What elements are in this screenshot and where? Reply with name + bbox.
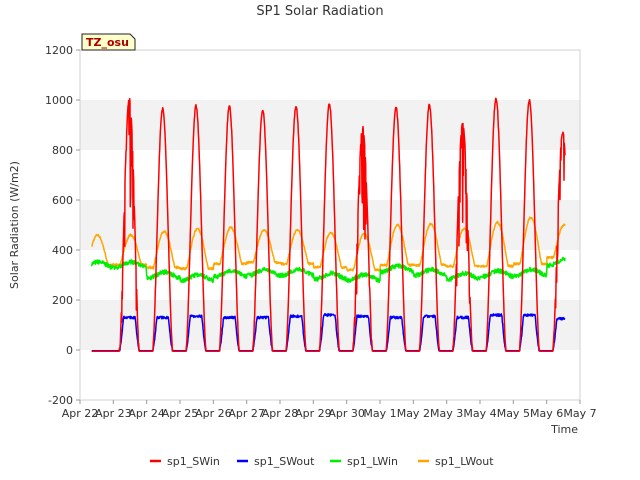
series-line-sp1_LWout (91, 216, 566, 272)
y-tick-label: 600 (52, 194, 73, 207)
x-tick-label: May 4 (463, 407, 496, 420)
grid-band (80, 300, 580, 350)
site-tag: TZ_osu (81, 33, 136, 51)
x-axis-title: Time (550, 423, 578, 436)
x-tick-label: May 6 (530, 407, 563, 420)
legend: sp1_SWin sp1_SWout sp1_LWin sp1_LWout (150, 455, 494, 468)
x-tick-label: Apr 28 (262, 407, 299, 420)
x-tick-label: May 3 (430, 407, 463, 420)
site-tag-box (81, 33, 136, 51)
y-tick-label: 400 (52, 244, 73, 257)
site-tag-label: TZ_osu (86, 36, 129, 49)
y-tick-label: 1000 (45, 94, 73, 107)
chart-title: SP1 Solar Radiation (256, 4, 383, 19)
x-tick-label: May 5 (497, 407, 530, 420)
series-layer (90, 97, 566, 353)
grid-bands (80, 50, 580, 400)
grid-band (80, 150, 580, 200)
y-tick-label: 0 (66, 344, 73, 357)
legend-label-sp1_SWin: sp1_SWin (167, 455, 220, 468)
x-tick-label: Apr 24 (128, 407, 165, 420)
y-tick-label: 800 (52, 144, 73, 157)
legend-label-sp1_LWout: sp1_LWout (435, 455, 494, 468)
grid-band (80, 200, 580, 250)
legend-label-sp1_LWin: sp1_LWin (347, 455, 398, 468)
y-tick-label: 1200 (45, 44, 73, 57)
x-tick-label: Apr 27 (228, 407, 265, 420)
grid-band (80, 350, 580, 400)
x-tick-label: Apr 29 (295, 407, 332, 420)
y-axis-title: Solar Radiation (W/m2) (8, 161, 21, 289)
x-tick-label: Apr 26 (195, 407, 232, 420)
series-line-sp1_LWin (90, 256, 566, 284)
y-axis: -200 0 200 400 600 800 1000 1200 (45, 44, 80, 407)
series-line-sp1_SWin (91, 97, 566, 353)
y-tick-label: -200 (48, 394, 73, 407)
plot-area-border (79, 49, 581, 401)
x-tick-label: May 2 (397, 407, 430, 420)
x-tick-label: Apr 22 (62, 407, 99, 420)
legend-label-sp1_SWout: sp1_SWout (254, 455, 315, 468)
x-tick-label: Apr 23 (95, 407, 132, 420)
x-tick-label: May 7 (563, 407, 596, 420)
y-tick-label: 200 (52, 294, 73, 307)
grid-band (80, 50, 580, 100)
x-tick-label: May 1 (363, 407, 396, 420)
x-tick-label: Apr 30 (328, 407, 365, 420)
x-tick-label: Apr 25 (162, 407, 199, 420)
